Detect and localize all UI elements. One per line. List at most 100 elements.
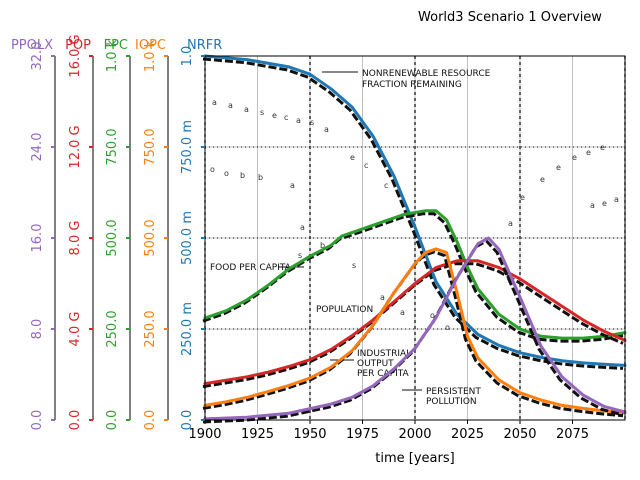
y-tick-label: 0.0	[105, 410, 120, 431]
y-tick-label: 500.0	[105, 219, 120, 256]
y-axis-name: FPC	[104, 38, 128, 53]
annotation-fpc: FOOD PER CAPITA	[210, 263, 292, 273]
y-tick-label: 32.0	[30, 42, 45, 71]
letter-marker: s	[298, 251, 302, 260]
y-tick-label: 12.0 G	[68, 125, 83, 168]
letter-marker: c	[384, 181, 388, 190]
letter-marker: a	[508, 219, 513, 228]
letter-marker: b	[240, 171, 245, 180]
y-tick-label: 16.0	[30, 224, 45, 253]
series-lines	[202, 54, 627, 424]
letter-marker: c	[284, 113, 288, 122]
y-tick-label: 1.0 k	[105, 39, 120, 72]
letter-marker: e	[540, 175, 545, 184]
letter-marker: e	[600, 143, 605, 152]
letter-marker: b	[258, 173, 263, 182]
letter-marker: a	[400, 308, 405, 317]
y-tick-label: 0.0	[143, 410, 158, 431]
y-tick-label: 750.0 m	[180, 120, 195, 174]
annotation-iopc-line1: INDUSTRIAL	[357, 349, 411, 359]
y-axis-name: PPOLX	[11, 38, 53, 53]
y-axis-name: NRFR	[187, 38, 222, 53]
x-tick-label: 2000	[398, 427, 431, 442]
letter-marker: o	[224, 169, 229, 178]
x-tick-label: 2025	[451, 427, 484, 442]
letter-marker: e	[556, 163, 561, 172]
letter-marker: e	[520, 193, 525, 202]
letter-marker: a	[212, 98, 217, 107]
series-iopc	[203, 247, 627, 415]
letter-marker: a	[244, 105, 249, 114]
letter-marker: s	[352, 261, 356, 270]
letter-marker: o	[430, 311, 435, 320]
y-tick-label: 750.0	[105, 128, 120, 165]
y-tick-label: 16.0 G	[68, 34, 83, 77]
scan-series-iopc	[202, 250, 624, 418]
annotation-iopc-line3: PER CAPITA	[357, 369, 410, 379]
y-tick-label: 4.0 G	[68, 312, 83, 347]
x-tick-label: 2075	[556, 427, 589, 442]
letter-marker: a	[614, 195, 619, 204]
y-tick-label: 0.0	[30, 410, 45, 431]
letter-marker: a	[296, 116, 301, 125]
letter-marker: s	[310, 118, 314, 127]
series-fpc	[203, 209, 627, 340]
letter-marker: e	[272, 111, 277, 120]
letter-marker: a	[290, 181, 295, 190]
x-axis: 1900 1925 1950 1975 2000 2025 2050 2075 time [ye…	[188, 420, 589, 466]
series-pop	[203, 259, 627, 386]
series-ppolx	[203, 236, 627, 421]
y-tick-label: 500.0 m	[180, 211, 195, 265]
annotation-nrfr-line1: NONRENEWABLE RESOURCE	[362, 69, 491, 79]
x-axis-label: time [years]	[375, 451, 454, 466]
x-tick-label: 1975	[346, 427, 379, 442]
letter-marker: a	[300, 223, 305, 232]
scan-series-nrfr	[202, 57, 624, 370]
letter-marker: e	[350, 153, 355, 162]
chart-title: World3 Scenario 1 Overview	[418, 10, 602, 25]
y-tick-label: 0.0	[180, 410, 195, 431]
annotation-labels: NONRENEWABLE RESOURCE FRACTION REMAINING…	[210, 69, 491, 407]
y-tick-label: 250.0 m	[180, 302, 195, 356]
annotation-ppolx-line1: PERSISTENT	[426, 387, 481, 397]
annotation-pop: POPULATION	[316, 305, 373, 315]
letter-marker: s	[260, 108, 264, 117]
annotation-nrfr-line2: FRACTION REMAINING	[362, 80, 462, 90]
y-tick-label: 8.0 G	[68, 221, 83, 256]
letter-marker: a	[228, 101, 233, 110]
letter-marker: e	[572, 153, 577, 162]
letter-marker: o	[445, 323, 450, 332]
scan-series-pop	[202, 262, 624, 389]
series-nrfr	[203, 54, 627, 367]
y-tick-label: 500.0	[143, 219, 158, 256]
x-tick-label: 2050	[503, 427, 536, 442]
y-tick-label: 250.0	[105, 310, 120, 347]
annotation-ppolx-line2: POLLUTION	[426, 397, 477, 407]
y-tick-label: 0.0	[68, 410, 83, 431]
letter-marker: a	[380, 293, 385, 302]
y-tick-label: 750.0	[143, 128, 158, 165]
y-tick-label: 24.0	[30, 133, 45, 162]
letter-marker: b	[320, 241, 325, 250]
letter-marker: e	[602, 199, 607, 208]
letter-marker: c	[364, 161, 368, 170]
annotation-iopc-line2: OUTPUT	[357, 359, 394, 369]
y-axis-name: IOPC	[135, 38, 166, 53]
x-tick-label: 1925	[241, 427, 274, 442]
y-tick-label: 1.0 k	[143, 39, 158, 72]
y-tick-label: 250.0	[143, 310, 158, 347]
x-tick-label: 1950	[293, 427, 326, 442]
y-axis-name: POP	[65, 38, 91, 53]
letter-marker: e	[586, 148, 591, 157]
y-tick-label: 1.0	[180, 46, 195, 67]
letter-marker: o	[210, 165, 215, 174]
letter-marker: a	[590, 201, 595, 210]
